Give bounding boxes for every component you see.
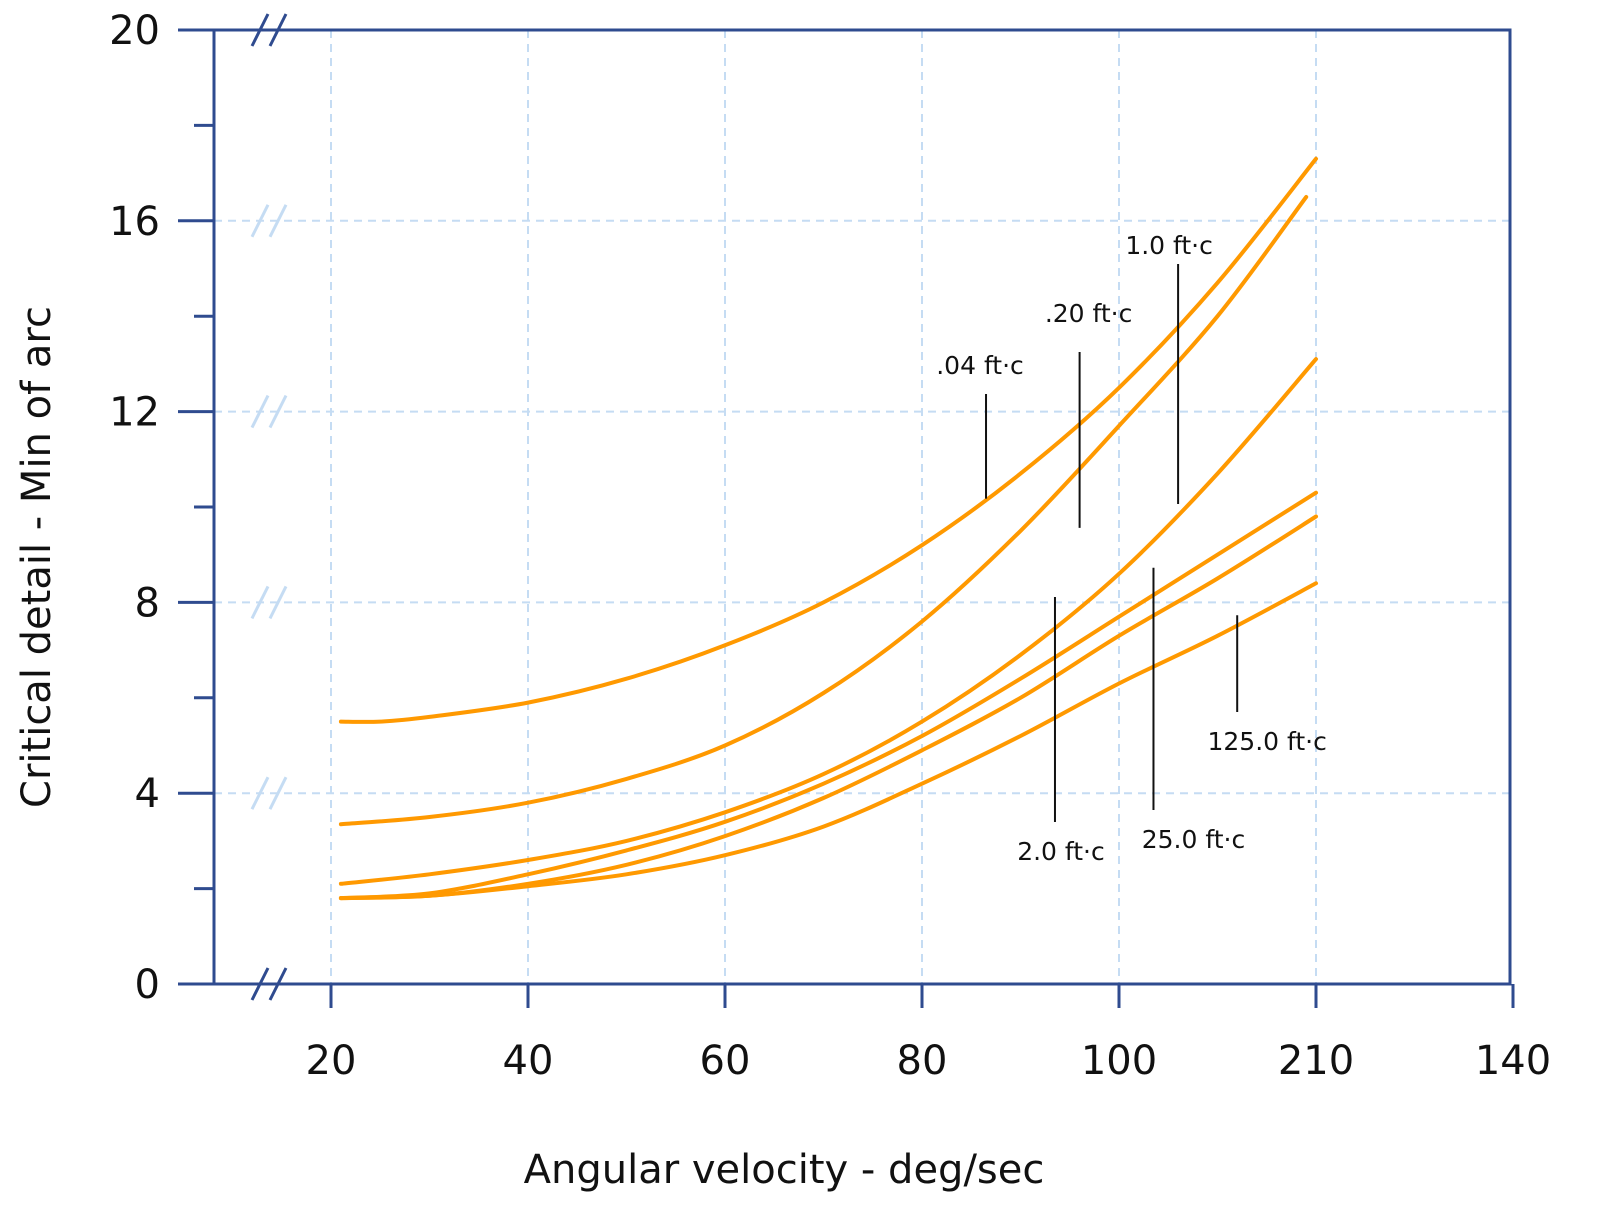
series-line-1 (338, 156, 1318, 724)
x-tick-label: 40 (503, 1038, 554, 1084)
series-label: .04 ft·c (936, 351, 1024, 380)
y-tick-label: 4 (135, 771, 160, 817)
x-tick-label: 210 (1278, 1038, 1354, 1084)
x-tick-label: 60 (700, 1038, 751, 1084)
annotation-labels: .04 ft·c .20 ft·c 1.0 ft·c 2.0 ft·c 25.0 ft·… (936, 231, 1327, 866)
axis-break-slash (268, 394, 288, 429)
y-tick-label: 20 (109, 8, 160, 54)
axis-break-slash (268, 204, 288, 238)
y-tick-label: 0 (135, 962, 160, 1008)
series-label: 1.0 ft·c (1125, 231, 1213, 260)
axis-break-slash (250, 204, 270, 238)
annotation-leaders (985, 264, 1239, 822)
y-tick-labels: 0 4 8 12 16 20 (109, 8, 160, 1008)
y-tick-label: 16 (109, 199, 160, 245)
x-tick-label: 20 (306, 1038, 357, 1084)
y-tick-label: 8 (135, 580, 160, 626)
y-axis-title: Critical detail - Min of arc (14, 306, 60, 808)
axis-break-marks (250, 13, 288, 1001)
axes (178, 28, 1515, 1008)
x-axis-title: Angular velocity - deg/sec (524, 1147, 1045, 1193)
axis-break-slash (250, 776, 270, 810)
x-tick-label: 140 (1475, 1038, 1551, 1084)
x-tick-labels: 20 40 60 80 100 210 140 (306, 1038, 1552, 1084)
series-lines (338, 156, 1318, 901)
series-label: .20 ft·c (1045, 299, 1133, 328)
series-label: 2.0 ft·c (1017, 837, 1105, 866)
y-tick-label: 12 (109, 390, 160, 436)
series-line-4 (338, 490, 1318, 901)
axis-break-slash (250, 394, 270, 429)
series-line-3 (338, 357, 1318, 886)
x-tick-label: 100 (1081, 1038, 1157, 1084)
axis-break-slash (250, 585, 270, 620)
axis-break-slash (268, 776, 288, 810)
grid (214, 30, 1510, 984)
series-label: 125.0 ft·c (1208, 727, 1327, 756)
x-tick-label: 80 (897, 1038, 948, 1084)
series-label: 25.0 ft·c (1142, 825, 1245, 854)
axis-break-slash (268, 585, 288, 620)
series-line-2 (338, 195, 1309, 827)
